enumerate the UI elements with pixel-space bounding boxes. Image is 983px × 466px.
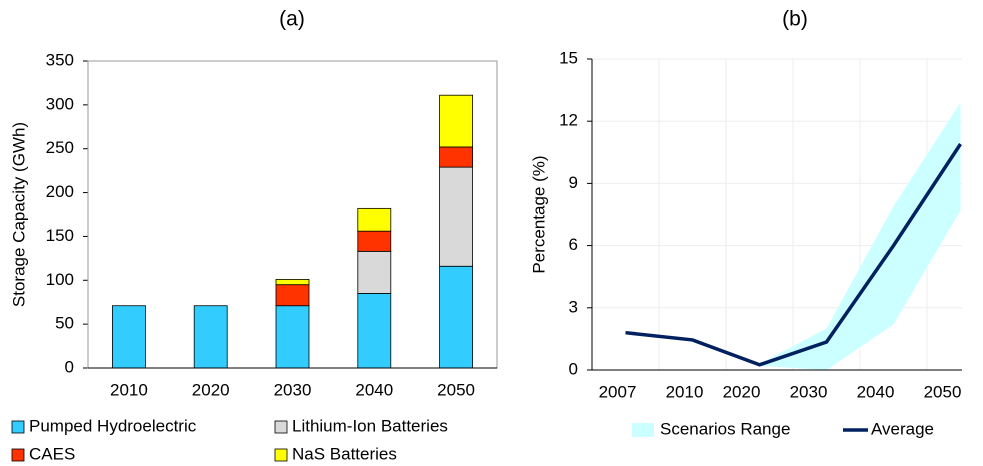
bar-segment: [275, 279, 310, 286]
x-tick-label: 2040: [857, 382, 895, 401]
y-tick-label: 9: [569, 173, 578, 192]
chart-title: (a): [279, 8, 305, 31]
legend-swatch: [11, 448, 25, 462]
bar-segment: [439, 166, 474, 267]
y-axis-title: Storage Capacity (GWh): [9, 122, 28, 307]
y-tick-label: 350: [46, 50, 74, 69]
x-tick-label: 2030: [790, 382, 828, 401]
y-tick-label: 3: [569, 297, 578, 316]
y-tick-label: 0: [569, 359, 578, 378]
bar-segment: [275, 305, 310, 369]
x-tick-label: 2010: [666, 382, 704, 401]
legend-swatch: [274, 448, 288, 462]
y-tick-label: 300: [46, 94, 74, 113]
legend-swatch: [632, 423, 654, 437]
bar-segment: [275, 284, 310, 307]
chart-title: (b): [782, 8, 808, 31]
bar-segment: [439, 265, 474, 369]
legend-swatch: [274, 420, 288, 434]
bar-segment: [357, 207, 392, 232]
range-band: [759, 102, 961, 370]
legend-swatch: [11, 420, 25, 434]
y-tick-label: 100: [46, 270, 74, 289]
y-tick-label: 250: [46, 138, 74, 157]
y-tick-label: 6: [569, 235, 578, 254]
bar-segment: [439, 94, 474, 148]
legend-label: NaS Batteries: [292, 444, 397, 463]
x-tick-label: 2050: [924, 382, 962, 401]
x-tick-label: 2020: [192, 380, 230, 399]
bar-segment: [357, 230, 392, 252]
y-axis-title: Percentage (%): [529, 155, 548, 273]
legend-label: Average: [871, 419, 934, 438]
legend-label: Scenarios Range: [660, 419, 790, 438]
legend-label: Lithium-Ion Batteries: [292, 416, 448, 435]
bar-segment: [193, 305, 228, 369]
y-tick-label: 200: [46, 182, 74, 201]
y-tick-label: 12: [559, 111, 578, 130]
x-tick-label: 2030: [274, 380, 312, 399]
x-tick-label: 2020: [723, 382, 761, 401]
x-tick-label: 2050: [437, 380, 475, 399]
x-tick-label: 2010: [110, 380, 148, 399]
x-tick-label: 2007: [599, 382, 637, 401]
bar-segment: [439, 146, 474, 168]
bar-segment: [112, 305, 146, 369]
legend-label: CAES: [29, 444, 75, 463]
bar-segment: [357, 293, 392, 369]
legend-label: Pumped Hydroelectric: [29, 416, 197, 435]
y-tick-label: 15: [559, 48, 578, 67]
bar-segment: [357, 250, 392, 294]
x-tick-label: 2040: [355, 380, 393, 399]
y-tick-label: 50: [55, 314, 74, 333]
y-tick-label: 150: [46, 226, 74, 245]
y-tick-label: 0: [65, 357, 74, 376]
line: [625, 143, 962, 367]
